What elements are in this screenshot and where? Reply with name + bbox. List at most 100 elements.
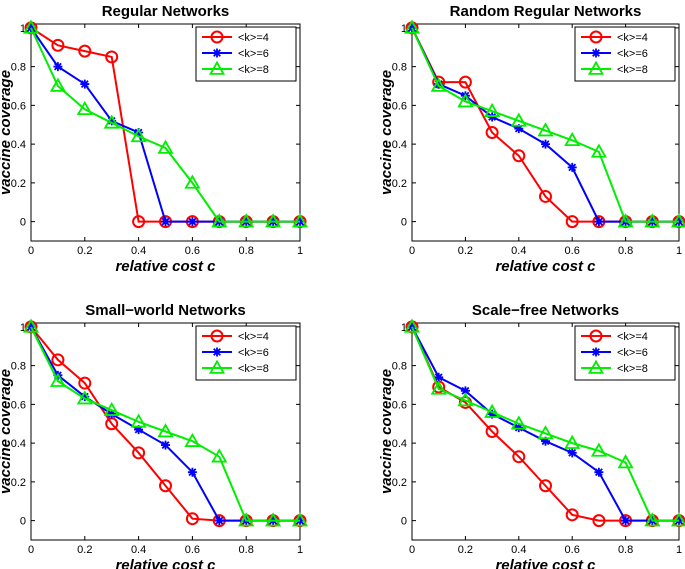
x-tick-label: 0.6 xyxy=(565,544,580,556)
star-marker xyxy=(591,48,601,58)
star-marker xyxy=(594,217,604,227)
x-tick-label: 0.8 xyxy=(618,245,633,257)
legend: <k>=4 <k>=6 <k>=8 xyxy=(195,325,297,381)
legend-item: <k>=6 xyxy=(581,48,648,60)
legend-item: <k>=8 xyxy=(581,359,648,375)
x-tick-label: 0.2 xyxy=(458,245,473,257)
x-tick-label: 0.4 xyxy=(511,245,526,257)
triangle-marker xyxy=(403,19,421,34)
star-marker xyxy=(107,116,117,126)
triangle-marker xyxy=(537,122,554,137)
y-tick-label: 0.2 xyxy=(392,178,407,190)
star-marker xyxy=(212,347,222,357)
circle-marker xyxy=(132,215,146,229)
series-line xyxy=(30,326,300,522)
x-tick-label: 0 xyxy=(409,544,415,556)
legend-item: <k>=4 xyxy=(202,329,269,343)
triangle-marker xyxy=(103,401,120,416)
y-tick-label: 1 xyxy=(401,322,407,334)
star-marker xyxy=(460,386,470,396)
legend-label: <k>=6 xyxy=(238,48,269,60)
circle-marker xyxy=(159,479,172,493)
star-marker xyxy=(567,448,577,458)
x-axis-label: relative cost c xyxy=(495,557,596,569)
triangle-marker xyxy=(430,380,447,395)
triangle-marker xyxy=(208,60,226,75)
x-tick-label: 1 xyxy=(676,245,682,257)
circle-marker xyxy=(105,50,119,64)
chart-panel-1: Regular Networks 0 0.2 0.4 0.6 0.8 1 0 0.2 0.4 0.6… xyxy=(0,3,309,275)
series-line xyxy=(411,27,679,223)
chart-title: Random Regular Networks xyxy=(450,3,642,20)
circle-marker xyxy=(512,149,526,163)
y-tick-label: 0.4 xyxy=(392,438,407,450)
triangle-marker xyxy=(22,19,40,34)
star-marker xyxy=(161,217,170,227)
y-tick-label: 0.2 xyxy=(11,477,26,489)
triangle-marker xyxy=(291,512,309,527)
x-tick-label: 0.4 xyxy=(131,245,146,257)
star-marker xyxy=(541,436,550,446)
triangle-marker xyxy=(291,213,309,228)
circle-marker xyxy=(51,38,65,52)
triangle-marker xyxy=(184,174,201,189)
triangle-marker xyxy=(157,139,174,154)
x-tick-label: 0.6 xyxy=(565,245,580,257)
y-tick-label: 0.2 xyxy=(392,477,407,489)
series-3 xyxy=(403,19,685,228)
y-tick-label: 0.6 xyxy=(11,399,26,411)
star-marker xyxy=(53,62,63,72)
star-marker xyxy=(594,467,604,477)
circle-marker xyxy=(539,479,552,493)
y-tick-label: 0.8 xyxy=(11,62,26,74)
legend-item: <k>=8 xyxy=(581,60,648,76)
triangle-marker xyxy=(76,100,93,116)
triangle-marker xyxy=(211,448,228,463)
series-line xyxy=(30,27,300,223)
star-marker xyxy=(107,409,117,419)
triangle-marker xyxy=(644,213,661,228)
star-marker xyxy=(567,162,577,172)
chart-title: Scale−free Networks xyxy=(472,302,619,319)
circle-marker xyxy=(210,30,224,44)
y-tick-label: 0.8 xyxy=(392,361,407,373)
triangle-marker xyxy=(265,213,282,228)
triangle-marker xyxy=(22,318,40,333)
legend: <k>=4 <k>=6 <k>=8 xyxy=(195,26,297,82)
legend-item: <k>=4 xyxy=(581,30,648,44)
star-marker xyxy=(212,48,222,58)
triangle-marker xyxy=(564,434,581,449)
y-axis-label: vaccine coverage xyxy=(378,369,395,494)
y-tick-label: 0.6 xyxy=(392,100,407,112)
circle-marker xyxy=(565,215,579,229)
triangle-marker xyxy=(590,442,607,457)
circle-marker xyxy=(132,446,146,460)
y-tick-label: 0.4 xyxy=(11,438,26,450)
x-tick-label: 0.4 xyxy=(511,544,526,556)
chart-title: Regular Networks xyxy=(102,3,230,20)
legend-item: <k>=6 xyxy=(581,347,648,359)
y-tick-label: 1 xyxy=(401,23,407,35)
star-marker xyxy=(161,440,170,450)
circle-marker xyxy=(185,512,199,526)
y-tick-label: 0.2 xyxy=(11,178,26,190)
circle-marker xyxy=(565,508,579,522)
x-tick-label: 0.2 xyxy=(458,544,473,556)
x-tick-label: 0.2 xyxy=(77,544,92,556)
star-marker xyxy=(487,112,497,122)
y-tick-label: 0 xyxy=(20,217,26,229)
triangle-marker xyxy=(670,512,685,527)
triangle-marker xyxy=(130,413,147,428)
legend-item: <k>=8 xyxy=(202,359,269,375)
triangle-marker xyxy=(510,415,527,430)
star-marker xyxy=(80,79,90,89)
x-tick-label: 0.6 xyxy=(185,245,200,257)
circle-marker xyxy=(485,126,499,139)
star-marker xyxy=(621,516,631,526)
circle-marker xyxy=(589,30,603,44)
x-tick-label: 0 xyxy=(409,245,415,257)
y-tick-label: 0 xyxy=(401,516,407,528)
triangle-marker xyxy=(208,359,226,374)
triangle-marker xyxy=(564,131,581,147)
star-marker xyxy=(187,467,197,477)
